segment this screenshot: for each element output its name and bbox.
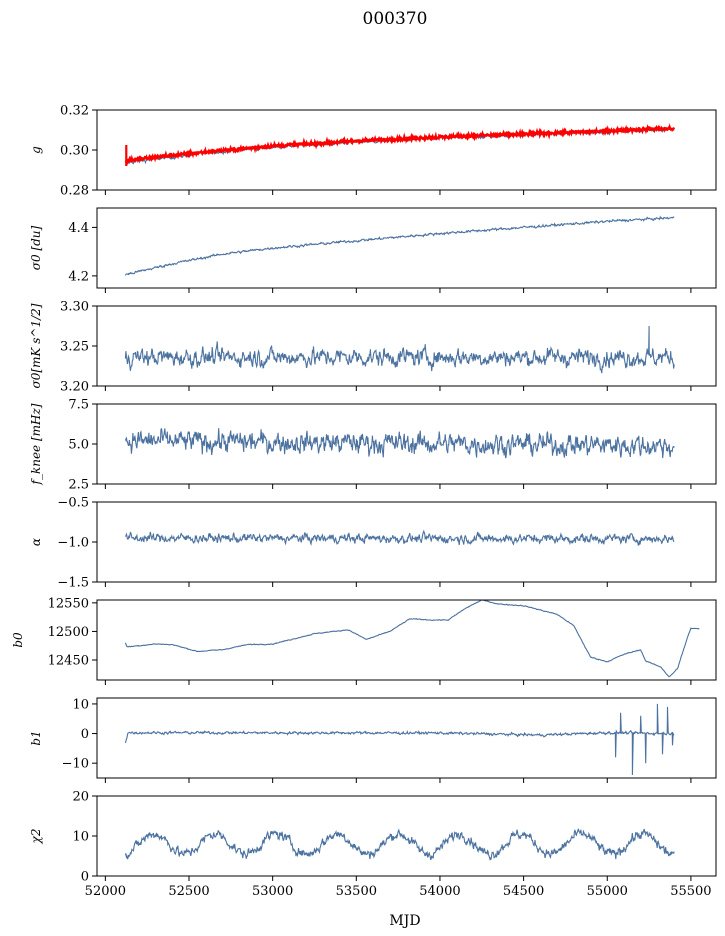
panel-frame <box>96 697 717 779</box>
y-tick-label: 4.4 <box>68 221 89 236</box>
y-tick-label: 0.28 <box>60 184 89 199</box>
y-tick-label: −1.0 <box>57 536 89 551</box>
y-tick-label: 3.20 <box>60 380 89 395</box>
y-tick-label: 20 <box>72 790 89 805</box>
series-line-g <box>125 127 675 165</box>
panel-fknee: 2.5 5.0 7.5 f_knee [mHz] <box>29 398 717 493</box>
y-tick-label: 4.2 <box>68 269 89 284</box>
y-tick-label: 0.30 <box>60 144 89 159</box>
x-tick-label: 53500 <box>336 884 377 899</box>
series-line-b1 <box>124 703 675 776</box>
panel-frame <box>96 599 717 681</box>
y-axis-label-fknee: f_knee [mHz] <box>29 403 43 485</box>
y-axis-label-sigma0-mk: σ0[mK s^1/2] <box>29 303 43 388</box>
y-tick-label: −0.5 <box>57 496 89 511</box>
series-line-chi2 <box>124 828 675 861</box>
panels-group: 0.28 0.30 0.32 g 4.2 4.4 σ0 [du] 3.20 3.25 3.30 σ0… <box>11 104 717 899</box>
y-axis-label-b0: b0 <box>11 632 25 648</box>
y-tick-label: 3.25 <box>60 340 89 355</box>
y-tick-label: 3.30 <box>60 300 89 315</box>
series-line-sigma0-mk <box>124 325 675 374</box>
x-tick-label: 55500 <box>670 884 711 899</box>
series-line-b0 <box>124 600 700 678</box>
y-tick-label: −10 <box>62 757 89 772</box>
y-tick-label: 10 <box>72 697 89 712</box>
y-tick-label: 2.5 <box>68 478 89 493</box>
x-tick-label: 54500 <box>503 884 544 899</box>
series-line-fknee <box>124 428 675 459</box>
panel-sigma0-du: 4.2 4.4 σ0 [du] <box>29 207 717 293</box>
panel-frame <box>96 795 717 877</box>
x-tick-label: 55000 <box>587 884 628 899</box>
y-tick-label: 12550 <box>48 596 89 611</box>
x-tick-label: 52500 <box>168 884 209 899</box>
panel-b1: −10 0 10 b1 <box>29 697 717 783</box>
y-axis-label-sigma0-du: σ0 [du] <box>29 225 43 270</box>
panel-frame <box>96 305 717 387</box>
y-tick-label: 12500 <box>48 625 89 640</box>
series-line-sigma0-du <box>124 215 675 276</box>
x-axis-label: MJD <box>389 913 420 929</box>
y-tick-label: 12450 <box>48 654 89 669</box>
y-axis-label-b1: b1 <box>29 730 43 745</box>
panel-alpha: −1.5 −1.0 −0.5 α <box>29 496 717 591</box>
chart-title: 000370 <box>363 9 428 29</box>
y-axis-label-chi2: χ2 <box>29 829 43 845</box>
y-tick-label: −1.5 <box>57 576 89 591</box>
y-axis-label-g: g <box>29 146 43 154</box>
model-line-g <box>124 123 676 166</box>
y-tick-label: 0 <box>81 727 89 742</box>
series-line-alpha <box>125 529 675 547</box>
x-tick-label: 52000 <box>85 884 126 899</box>
panel-frame <box>96 207 717 289</box>
x-tick-label: 54000 <box>419 884 460 899</box>
y-tick-label: 10 <box>72 830 89 845</box>
y-tick-label: 5.0 <box>68 438 89 453</box>
panel-chi2: 0 10 20 52000 52500 53000 53500 54000 54500 55000… <box>29 790 717 899</box>
y-axis-label-alpha: α <box>29 538 43 546</box>
panel-g: 0.28 0.30 0.32 g <box>29 104 717 199</box>
panel-frame <box>96 109 717 191</box>
panel-b0: 12450 12500 12550 b0 <box>11 596 717 685</box>
y-tick-label: 0 <box>81 870 89 885</box>
y-tick-label: 0.32 <box>60 104 89 119</box>
x-tick-label: 53000 <box>252 884 293 899</box>
y-tick-label: 7.5 <box>68 398 89 413</box>
panel-sigma0-mk: 3.20 3.25 3.30 σ0[mK s^1/2] <box>29 300 717 395</box>
